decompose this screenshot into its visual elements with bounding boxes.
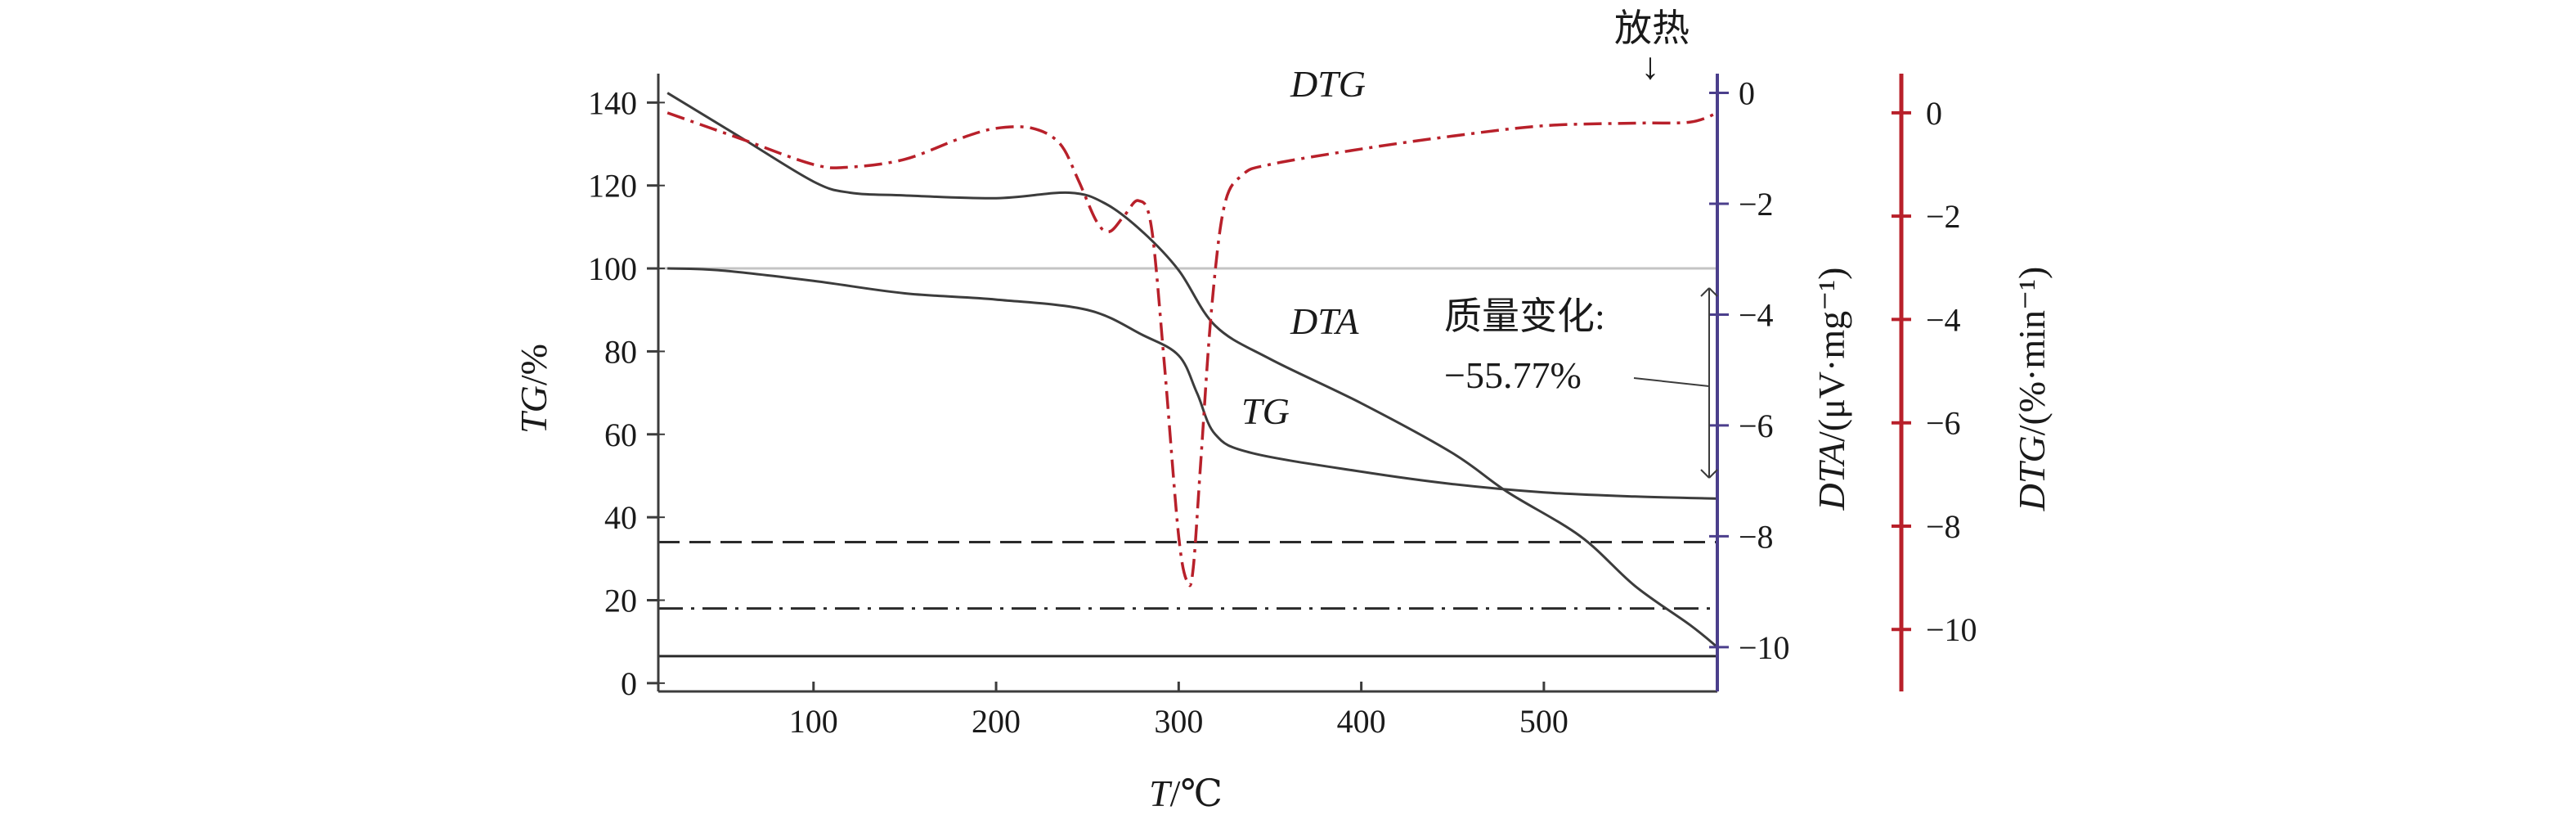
tg-curve-label: TG xyxy=(1241,390,1290,432)
dtg-tick-label-0: 0 xyxy=(1926,95,1942,132)
reference-lines xyxy=(658,267,1717,658)
dtg-tick-label-1: −2 xyxy=(1926,198,1961,235)
tg-tick-label-80: 80 xyxy=(604,333,637,370)
tg-tick-label-140: 140 xyxy=(588,84,637,121)
tg-tick-label-120: 120 xyxy=(588,168,637,205)
series-line-dtg xyxy=(666,111,1718,588)
axes xyxy=(657,74,1904,693)
dta-axis-title: DTA/(μV·mg⁻¹) xyxy=(1811,268,1852,511)
tg-tick-label-0: 0 xyxy=(621,665,637,702)
dtg-curve-label: DTG xyxy=(1290,63,1366,105)
tg-axis-title: TG/% xyxy=(513,344,554,434)
tg-tick-label-40: 40 xyxy=(604,499,637,536)
x-tick-label-200: 200 xyxy=(972,703,1021,740)
exo-arrow-icon: ↓ xyxy=(1641,45,1660,87)
series-line-tg xyxy=(667,267,1718,500)
tg-tick-label-100: 100 xyxy=(588,250,637,287)
tg-tick-label-20: 20 xyxy=(604,583,637,619)
dta-tick-label-3: −6 xyxy=(1739,407,1774,444)
x-axis-title: T/℃ xyxy=(1149,772,1223,814)
dtg-tick-label-5: −10 xyxy=(1926,611,1977,648)
curves xyxy=(666,92,1718,648)
dta-tick-label-0: 0 xyxy=(1739,75,1755,112)
mass-change-value: −55.77% xyxy=(1444,354,1582,396)
exo-label: 放热 xyxy=(1614,7,1690,49)
dta-tick-label-2: −4 xyxy=(1739,296,1774,333)
dtg-tick-label-3: −6 xyxy=(1926,405,1961,442)
tg-tick-label-60: 60 xyxy=(604,417,637,453)
mass-change-bracket xyxy=(1633,287,1718,479)
dtg-tick-label-2: −4 xyxy=(1926,301,1961,338)
dta-tick-label-1: −2 xyxy=(1739,186,1774,223)
series-line-dta xyxy=(666,92,1718,648)
ticks: 100 200 300 400 500 0 20 40 60 80 100 120 140 0 −2 −4 −6… xyxy=(588,75,1977,740)
dtg-axis-title: DTG/(%·min⁻¹) xyxy=(2011,267,2053,512)
dta-curve-label: DTA xyxy=(1290,300,1359,342)
mass-change-title: 质量变化: xyxy=(1444,295,1605,337)
x-tick-label-100: 100 xyxy=(789,703,838,740)
dtg-tick-label-4: −8 xyxy=(1926,508,1961,545)
x-tick-label-400: 400 xyxy=(1337,703,1386,740)
dta-tick-label-4: −8 xyxy=(1739,518,1774,555)
x-tick-label-300: 300 xyxy=(1154,703,1203,740)
dta-tick-label-5: −10 xyxy=(1739,629,1790,666)
x-tick-label-500: 500 xyxy=(1519,703,1568,740)
